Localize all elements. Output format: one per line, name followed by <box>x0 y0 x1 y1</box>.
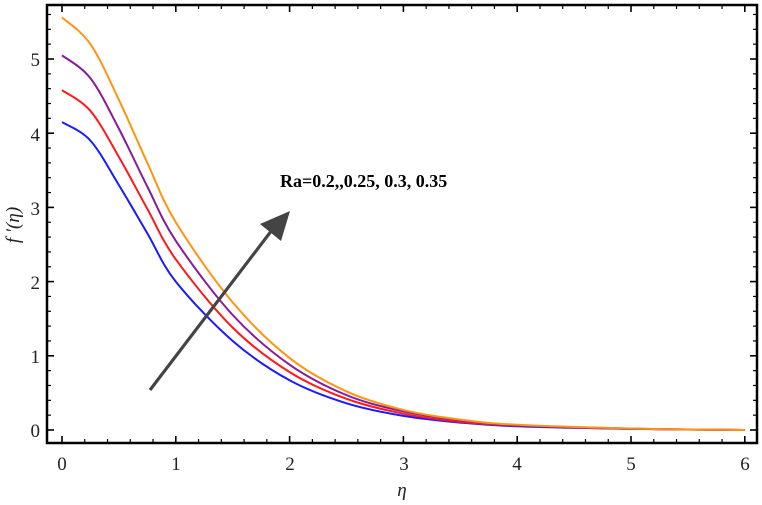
x-tick-0: 0 <box>57 454 67 475</box>
parameter-annotation: Ra=0.2,,0.25, 0.3, 0.35 <box>280 171 447 191</box>
trend-arrow <box>148 211 290 391</box>
x-tick-3: 3 <box>399 454 409 475</box>
x-tick-4: 4 <box>512 454 522 475</box>
curves <box>61 16 745 431</box>
x-tick-5: 5 <box>626 454 636 475</box>
curve-ra-0-25 <box>61 89 745 431</box>
curve-ra-0-2 <box>61 121 745 431</box>
x-axis-title: η <box>397 480 406 501</box>
plot-frame <box>45 3 759 445</box>
x-tick-1: 1 <box>171 454 181 475</box>
x-tick-6: 6 <box>740 454 750 475</box>
x-tick-labels: 0 1 2 3 4 5 6 <box>57 454 750 475</box>
y-tick-1: 1 <box>31 347 41 368</box>
axis-ticks <box>47 5 757 443</box>
y-axis-title: f ′(η) <box>3 207 24 243</box>
x-tick-2: 2 <box>285 454 295 475</box>
y-tick-3: 3 <box>31 199 41 220</box>
y-tick-5: 5 <box>31 50 41 71</box>
y-tick-labels: 0 1 2 3 4 5 <box>31 50 41 442</box>
y-tick-4: 4 <box>31 125 41 146</box>
curve-ra-0-35 <box>61 16 745 431</box>
y-tick-2: 2 <box>31 273 41 294</box>
y-tick-0: 0 <box>31 421 41 442</box>
